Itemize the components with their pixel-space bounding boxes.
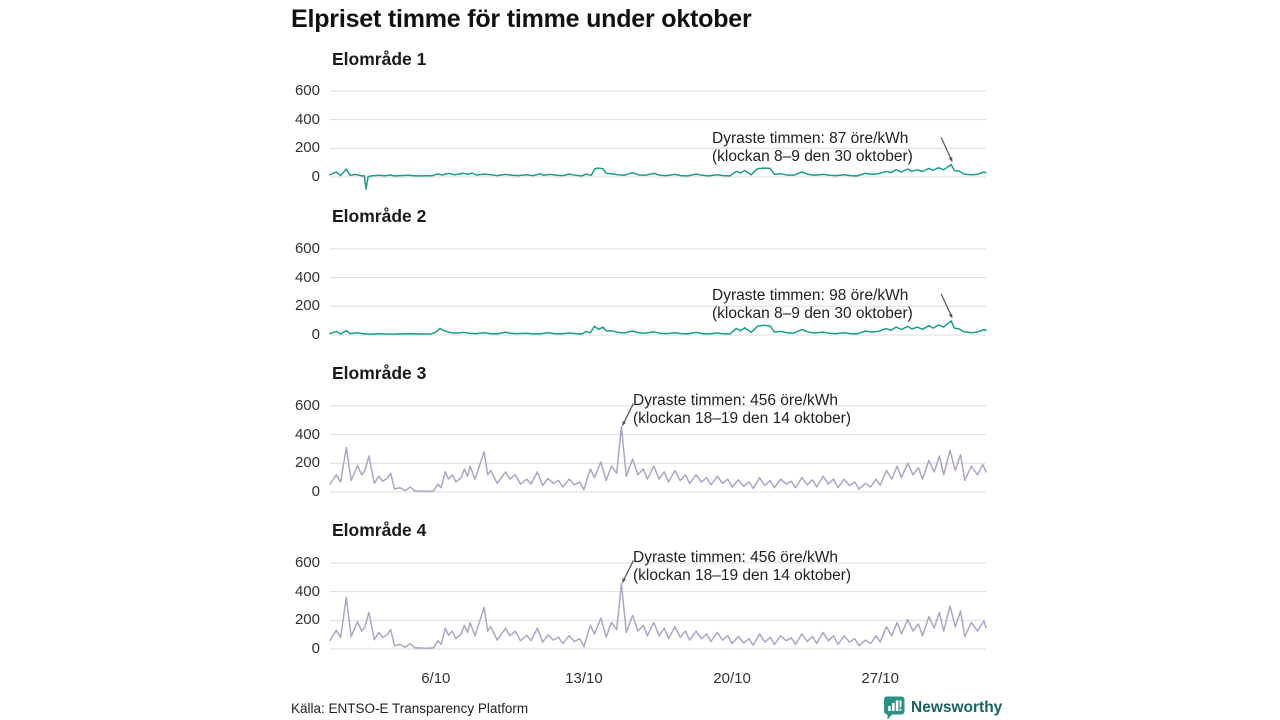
annotation-line-1: Dyraste timmen: 98 öre/kWh xyxy=(712,287,909,304)
annotation-elomrade-2: Dyraste timmen: 98 öre/kWh (klockan 8–9 … xyxy=(712,287,913,323)
line-chart-elområde-4 xyxy=(329,560,987,650)
newsworthy-brand-name: Newsworthy xyxy=(911,699,1003,716)
annotation-arrow xyxy=(621,560,634,583)
line-chart-elområde-2 xyxy=(329,248,987,336)
annotation-arrowhead xyxy=(948,157,953,162)
y-tick-label: 600 xyxy=(294,553,320,571)
annotation-line-2: (klockan 8–9 den 30 oktober) xyxy=(712,148,913,165)
y-tick-label: 400 xyxy=(294,268,320,286)
annotation-line-2: (klockan 18–19 den 14 oktober) xyxy=(633,410,852,427)
annotation-arrow xyxy=(940,293,953,319)
y-tick-label: 200 xyxy=(294,297,320,315)
subplot-title-elomrade-1: Elområde 1 xyxy=(332,49,427,69)
newsworthy-brand-link[interactable]: Newsworthy xyxy=(884,696,1002,720)
price-line xyxy=(329,582,987,650)
annotation-line-1: Dyraste timmen: 456 öre/kWh xyxy=(633,392,839,409)
line-chart-elområde-3 xyxy=(329,403,987,493)
price-line xyxy=(329,163,987,190)
y-tick-label: 0 xyxy=(311,483,320,500)
y-tick-label: 600 xyxy=(294,81,320,99)
annotation-line-1: Dyraste timmen: 87 öre/kWh xyxy=(712,130,909,147)
price-line xyxy=(329,425,987,493)
y-tick-label: 600 xyxy=(294,239,320,257)
annotation-arrowhead xyxy=(622,421,626,426)
y-tick-label: 0 xyxy=(311,326,320,343)
price-line xyxy=(329,320,987,335)
annotation-line-2: (klockan 8–9 den 30 oktober) xyxy=(712,305,913,322)
source-attribution: Källa: ENTSO-E Transparency Platform xyxy=(291,701,529,716)
y-tick-label: 200 xyxy=(294,139,320,157)
page-title: Elpriset timme för timme under oktober xyxy=(291,5,752,33)
y-tick-label: 600 xyxy=(294,396,320,414)
y-tick-label: 400 xyxy=(294,110,320,128)
subplot-title-elomrade-2: Elområde 2 xyxy=(332,206,427,226)
y-tick-label: 400 xyxy=(294,582,320,600)
y-tick-label: 0 xyxy=(311,640,320,657)
annotation-arrow xyxy=(940,137,953,162)
x-tick-label: 20/10 xyxy=(713,670,751,687)
annotation-elomrade-3: Dyraste timmen: 456 öre/kWh (klockan 18–… xyxy=(633,392,851,428)
y-tick-label: 200 xyxy=(294,611,320,629)
newsworthy-logo-icon xyxy=(884,696,905,720)
annotation-line-1: Dyraste timmen: 456 öre/kWh xyxy=(633,549,839,566)
annotation-arrow xyxy=(621,403,634,426)
y-tick-label: 0 xyxy=(311,168,320,185)
annotation-arrowhead xyxy=(948,313,953,318)
annotation-elomrade-4: Dyraste timmen: 456 öre/kWh (klockan 18–… xyxy=(633,549,851,585)
x-tick-label: 6/10 xyxy=(421,670,451,687)
annotation-line-2: (klockan 18–19 den 14 oktober) xyxy=(633,567,852,584)
subplot-title-elomrade-3: Elområde 3 xyxy=(332,363,427,383)
y-tick-label: 400 xyxy=(294,425,320,443)
annotation-elomrade-1: Dyraste timmen: 87 öre/kWh (klockan 8–9 … xyxy=(712,130,913,166)
x-tick-label: 27/10 xyxy=(861,670,899,687)
line-chart-elområde-1 xyxy=(329,90,987,190)
y-tick-label: 200 xyxy=(294,454,320,472)
annotation-arrowhead xyxy=(622,578,626,583)
subplot-title-elomrade-4: Elområde 4 xyxy=(332,520,427,540)
x-tick-label: 13/10 xyxy=(565,670,603,687)
